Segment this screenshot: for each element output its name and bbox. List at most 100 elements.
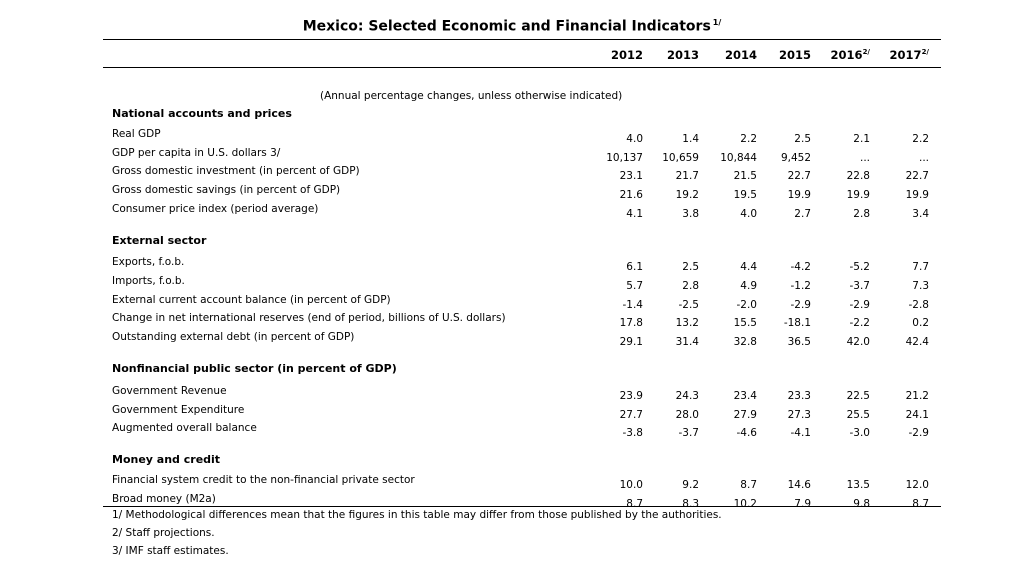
table-cell: 2.5 <box>682 261 699 273</box>
table-cell: 2.8 <box>682 280 699 292</box>
table-cell: 5.7 <box>626 280 643 292</box>
table-cell: 1.4 <box>682 133 699 145</box>
table-cell: 21.6 <box>619 189 643 201</box>
table-cell: 10.2 <box>733 498 757 510</box>
table-cell: 19.9 <box>787 189 811 201</box>
table-cell: 19.9 <box>846 189 870 201</box>
year-footnote-marker: 2/ <box>862 48 870 57</box>
table-cell: 8.7 <box>912 498 929 510</box>
table-cell: 27.3 <box>787 409 811 421</box>
year-label: 2016 <box>830 48 863 62</box>
table-cell: -2.9 <box>790 299 812 311</box>
row-label: Exports, f.o.b. <box>112 256 185 268</box>
section-heading: Nonfinancial public sector (in percent o… <box>112 362 397 375</box>
table-cell: -1.2 <box>790 280 812 292</box>
table-cell: 0.2 <box>912 317 929 329</box>
table-cell: 22.8 <box>846 170 870 182</box>
table-cell: 24.1 <box>905 409 929 421</box>
table-cell: 2.2 <box>740 133 757 145</box>
table-cell: -4.2 <box>790 261 812 273</box>
table-cell: 4.4 <box>740 261 757 273</box>
title-footnote-marker: 1/ <box>712 18 722 27</box>
row-label: Change in net international reserves (en… <box>112 312 506 324</box>
table-cell: 13.2 <box>675 317 699 329</box>
row-label: Government Revenue <box>112 385 227 397</box>
table-cell: 7.9 <box>794 498 811 510</box>
footnote: 2/ Staff projections. <box>112 527 215 539</box>
table-cell: 2.1 <box>853 133 870 145</box>
table-cell: 36.5 <box>787 336 811 348</box>
table-cell: 10,659 <box>662 152 699 164</box>
row-label: Gross domestic savings (in percent of GD… <box>112 184 341 196</box>
section-heading: National accounts and prices <box>112 107 292 120</box>
table-cell: 8.7 <box>740 479 757 491</box>
table-cell: 29.1 <box>619 336 643 348</box>
table-cell: -2.5 <box>678 299 700 311</box>
row-label: Gross domestic investment (in percent of… <box>112 165 360 177</box>
table-cell: 23.9 <box>619 390 643 402</box>
row-label: External current account balance (in per… <box>112 294 391 306</box>
table-bottom-rule <box>103 506 941 507</box>
footnote: 3/ IMF staff estimates. <box>112 545 229 557</box>
table-cell: 10,137 <box>606 152 643 164</box>
table-title: Mexico: Selected Economic and Financial … <box>0 18 1024 35</box>
table-cell: 10.0 <box>619 479 643 491</box>
table-cell: -3.0 <box>849 427 871 439</box>
table-cell: -2.9 <box>849 299 871 311</box>
table-cell: -18.1 <box>783 317 811 329</box>
row-label: GDP per capita in U.S. dollars 3/ <box>112 147 281 159</box>
table-cell: 3.4 <box>912 208 929 220</box>
table-cell: 28.0 <box>675 409 699 421</box>
table-cell: 21.5 <box>733 170 757 182</box>
table-cell: 42.0 <box>846 336 870 348</box>
top-rule <box>103 39 941 40</box>
table-cell: 22.7 <box>905 170 929 182</box>
table-cell: 19.9 <box>905 189 929 201</box>
year-header: 2014 <box>697 48 757 62</box>
year-label: 2015 <box>778 48 811 62</box>
table-cell: -3.7 <box>678 427 700 439</box>
table-cell: 2.5 <box>794 133 811 145</box>
table-cell: 32.8 <box>733 336 757 348</box>
table-cell: -1.4 <box>622 299 644 311</box>
table-cell: 23.3 <box>787 390 811 402</box>
table-cell: ... <box>859 152 870 164</box>
table-cell: 8.7 <box>626 498 643 510</box>
table-cell: 9.8 <box>853 498 870 510</box>
table-cell: 21.2 <box>905 390 929 402</box>
table-cell: 9,452 <box>780 152 811 164</box>
section-heading: Money and credit <box>112 453 221 466</box>
row-label: Consumer price index (period average) <box>112 203 319 215</box>
table-cell: 15.5 <box>733 317 757 329</box>
table-cell: 22.7 <box>787 170 811 182</box>
table-cell: 4.1 <box>626 208 643 220</box>
table-cell: -2.2 <box>849 317 871 329</box>
table-cell: 7.3 <box>912 280 929 292</box>
row-label: Financial system credit to the non-finan… <box>112 474 415 486</box>
table-cell: 4.0 <box>626 133 643 145</box>
table-cell: ... <box>918 152 929 164</box>
table-cell: 2.8 <box>853 208 870 220</box>
section-heading: External sector <box>112 234 207 247</box>
table-cell: 42.4 <box>905 336 929 348</box>
table-cell: 19.2 <box>675 189 699 201</box>
table-cell: 21.7 <box>675 170 699 182</box>
table-cell: -2.8 <box>908 299 930 311</box>
row-label: Broad money (M2a) <box>112 493 216 505</box>
table-cell: -5.2 <box>849 261 871 273</box>
table-cell: 19.5 <box>733 189 757 201</box>
table-cell: 27.9 <box>733 409 757 421</box>
table-cell: 31.4 <box>675 336 699 348</box>
table-title-text: Mexico: Selected Economic and Financial … <box>302 18 711 35</box>
table-cell: -4.1 <box>790 427 812 439</box>
year-header: 2015 <box>751 48 811 62</box>
year-label: 2017 <box>889 48 922 62</box>
table-cell: 24.3 <box>675 390 699 402</box>
row-label: Government Expenditure <box>112 404 245 416</box>
table-cell: 27.7 <box>619 409 643 421</box>
table-subtitle: (Annual percentage changes, unless other… <box>320 90 623 102</box>
table-cell: -4.6 <box>736 427 758 439</box>
table-cell: 4.0 <box>740 208 757 220</box>
year-header: 20162/ <box>810 48 870 62</box>
row-label: Augmented overall balance <box>112 422 257 434</box>
